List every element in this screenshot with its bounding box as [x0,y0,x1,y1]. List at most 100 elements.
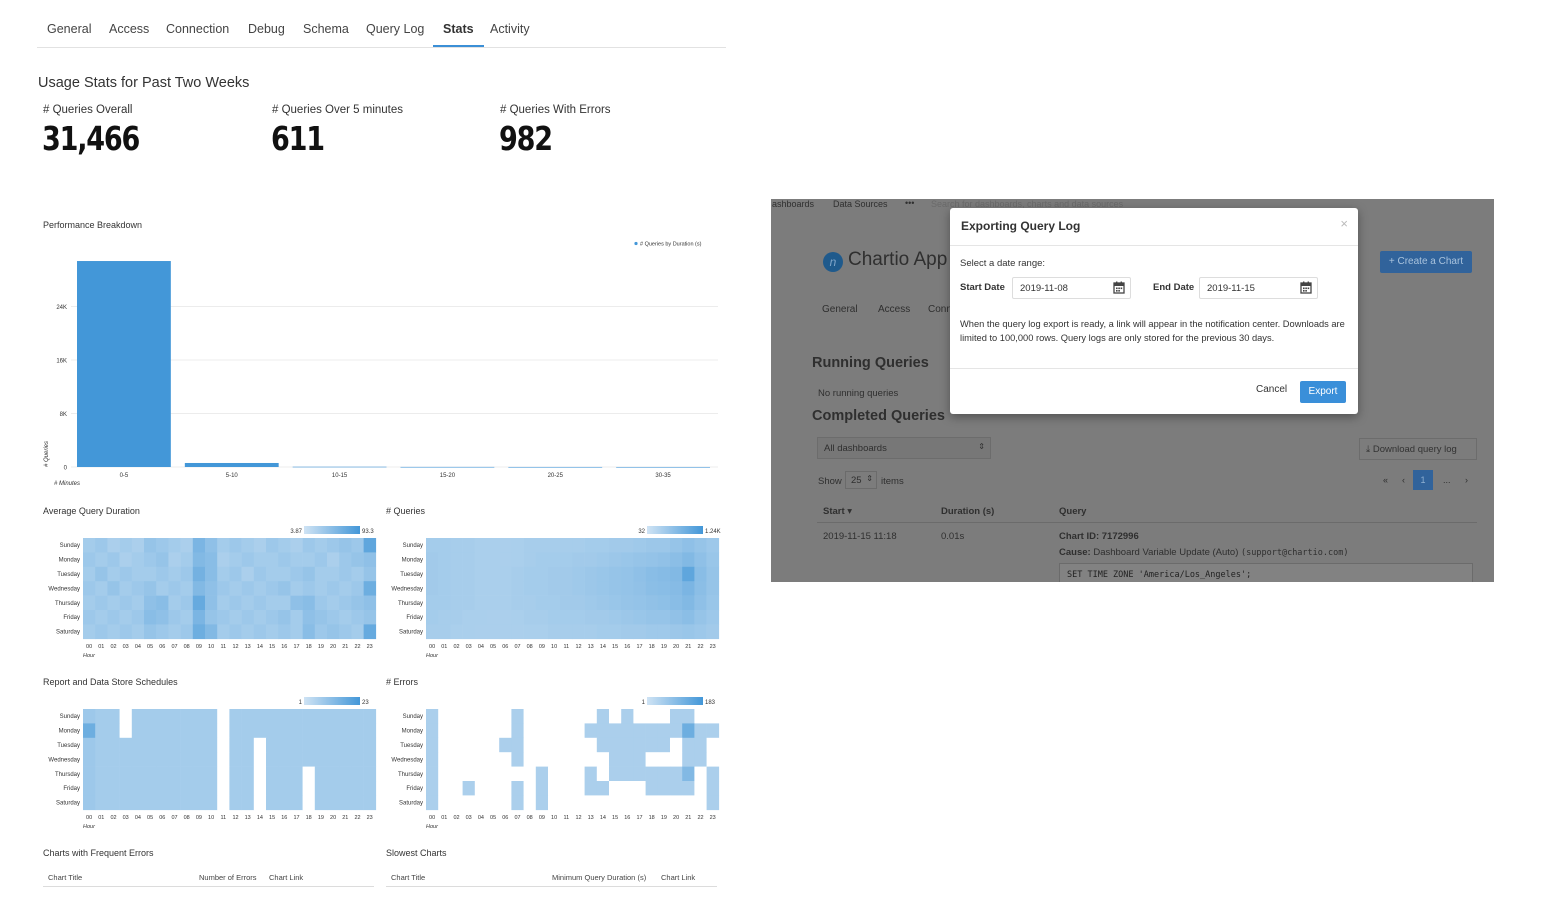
export-button[interactable]: Export [1300,381,1346,403]
heat-cell [560,752,573,767]
tab-access[interactable]: Access [109,22,150,36]
heat-cell [217,552,230,568]
avg-duration-heatmap: 3.87 93.3 Sunday Monday Tuesday Wednesday Thur… [38,522,378,664]
heat-cell [621,581,634,596]
heat-cell [168,795,181,811]
col-label: 00 [429,644,435,650]
heat-cell [266,581,279,596]
col-label: 14 [257,815,263,821]
heat-cell [168,723,181,739]
global-search-input[interactable]: Search for dashboards, charts and data s… [931,199,1124,209]
bg-tab-general[interactable]: General [822,304,858,315]
heat-cell [363,766,377,782]
heat-cell [596,795,610,811]
row-cause-text: Dashboard Variable Update (Auto) [1093,547,1239,558]
heat-cell [229,595,242,611]
bg-tab-access[interactable]: Access [878,304,911,315]
heat-cell [156,737,169,753]
pager-next[interactable]: › [1465,475,1468,485]
heat-cell [706,766,720,782]
heat-cell [131,538,145,553]
completed-queries-title: Completed Queries [812,408,945,424]
heat-cell [363,610,377,625]
heat-cell [657,795,671,811]
heat-cell [621,709,634,724]
items-label: items [881,476,904,487]
calendar-icon[interactable] [1300,281,1312,294]
calendar-icon[interactable] [1113,281,1125,294]
close-icon[interactable]: × [1340,216,1348,231]
heat-cell [168,709,181,724]
heat-cell [596,552,610,568]
heat-cell [205,737,218,753]
heat-cell [657,552,671,568]
tab-query-log[interactable]: Query Log [366,22,425,36]
heat-cell [278,781,291,796]
heat-cell [487,795,500,811]
nav-dashboards[interactable]: ashboards [772,199,815,209]
pager-first[interactable]: « [1383,475,1389,485]
heat-cell [95,723,108,739]
heat-cell [168,766,181,782]
heat-cell [657,566,671,582]
create-chart-button[interactable]: + Create a Chart [1380,251,1472,273]
start-date-input[interactable]: 2019-11-08 [1012,277,1131,299]
row-chart-id[interactable]: Chart ID: 7172996 [1059,531,1139,542]
heat-cell [548,581,561,596]
bg-tab-connection[interactable]: Conn [928,304,952,315]
heat-cell [327,709,340,724]
heat-cell [119,581,133,596]
tab-schema[interactable]: Schema [303,22,349,36]
col-label: 10 [551,644,557,650]
heat-cell [107,781,120,796]
heat-cell [657,766,671,782]
row-label: Wednesday [391,757,423,763]
heat-cell [584,723,598,739]
heat-cell [119,552,133,568]
heat-cell [706,566,720,582]
heat-cell [363,723,377,739]
heat-cell [706,709,720,724]
dashboard-select[interactable]: All dashboards ⇕ [817,437,991,459]
heat-cell [694,538,707,553]
tab-stats[interactable]: Stats [433,22,484,47]
nav-more-icon[interactable]: ••• [905,199,915,208]
pager-page-1[interactable]: 1 [1413,470,1433,490]
col-start[interactable]: Start ▾ [823,506,853,517]
col-label: 12 [232,644,238,650]
page-size-select[interactable]: 25 ⇕ [845,471,877,489]
heat-cell [95,781,108,796]
heat-cell [560,795,573,811]
nav-data-sources[interactable]: Data Sources [833,199,888,209]
cancel-button[interactable]: Cancel [1256,384,1288,395]
dashboard-select-value: All dashboards [824,443,887,454]
tab-activity[interactable]: Activity [490,22,530,36]
heat-cell [596,766,610,782]
heat-cell [144,552,157,568]
heat-cell [670,737,683,753]
heat-cell [523,610,537,625]
heat-cell [682,766,695,782]
col-label: 09 [539,815,545,821]
heat-cell [621,723,634,739]
heat-cell [156,752,169,767]
heat-cell [107,752,120,767]
heat-cell [657,737,671,753]
tab-connection[interactable]: Connection [166,22,230,36]
end-date-input[interactable]: 2019-11-15 [1199,277,1318,299]
heat-cell [548,709,561,724]
heat-cell [621,766,634,782]
download-query-log-button[interactable]: ⤓ Download query log [1359,438,1477,460]
heat-cell [621,610,634,625]
col-label: 15 [612,644,618,650]
heat-cell [438,723,451,739]
heat-cell [548,595,561,611]
heat-cell [694,595,707,611]
heat-cell [168,752,181,767]
row-label: Thursday [55,601,80,607]
tab-debug[interactable]: Debug [248,22,285,36]
heat-cell [351,781,364,796]
heat-cell [706,595,720,611]
pager-prev[interactable]: ‹ [1402,475,1405,485]
tab-general[interactable]: General [47,22,92,36]
